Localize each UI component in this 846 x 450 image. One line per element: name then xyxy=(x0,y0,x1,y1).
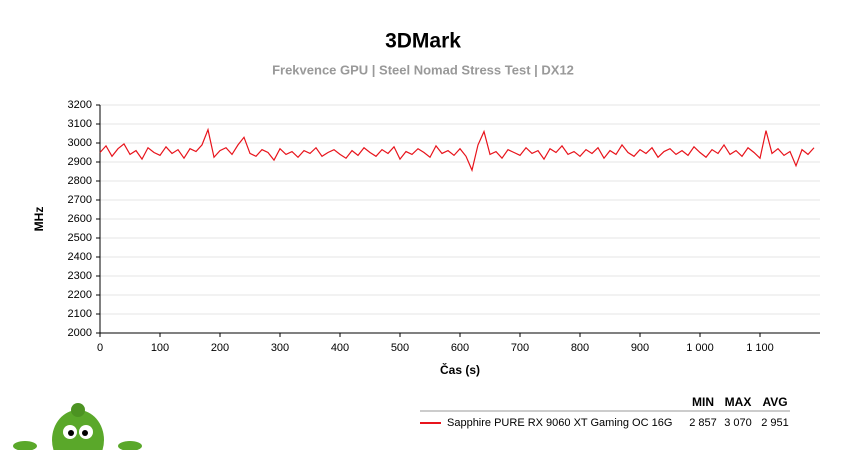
stats-header: MIN xyxy=(692,395,714,409)
y-tick-label: 3100 xyxy=(68,118,92,130)
x-tick-label: 700 xyxy=(511,342,529,354)
x-tick-label: 500 xyxy=(391,342,409,354)
y-tick-label: 2500 xyxy=(68,232,92,244)
x-tick-label: 600 xyxy=(451,342,469,354)
x-tick-label: 400 xyxy=(331,342,349,354)
x-tick-label: 100 xyxy=(151,342,169,354)
y-tick-label: 2100 xyxy=(68,308,92,320)
x-tick-label: 200 xyxy=(211,342,229,354)
y-tick-label: 2200 xyxy=(68,289,92,301)
x-tick-label: 1 000 xyxy=(686,342,714,354)
x-tick-label: 0 xyxy=(97,342,103,354)
mascot xyxy=(13,403,142,450)
y-tick-label: 3200 xyxy=(68,99,92,111)
legend-label: Sapphire PURE RX 9060 XT Gaming OC 16G xyxy=(447,417,672,429)
x-tick-label: 300 xyxy=(271,342,289,354)
y-tick-label: 2600 xyxy=(68,213,92,225)
stats-header: MAX xyxy=(725,395,752,409)
x-axis-label: Čas (s) xyxy=(440,362,480,377)
y-tick-label: 2900 xyxy=(68,156,92,168)
y-axis-label: MHz xyxy=(32,207,46,232)
chart-subtitle: Frekvence GPU | Steel Nomad Stress Test … xyxy=(272,62,574,77)
stats-header: AVG xyxy=(762,395,787,409)
x-tick-label: 800 xyxy=(571,342,589,354)
y-tick-label: 2300 xyxy=(68,270,92,282)
y-tick-label: 2400 xyxy=(68,251,92,263)
stats-value: 2 951 xyxy=(761,417,789,429)
series-line xyxy=(99,127,815,173)
y-tick-label: 2800 xyxy=(68,175,92,187)
x-tick-label: 1 100 xyxy=(746,342,774,354)
x-tick-label: 900 xyxy=(631,342,649,354)
stats-value: 2 857 xyxy=(689,417,717,429)
y-tick-label: 2000 xyxy=(68,327,92,339)
chart-title: 3DMark xyxy=(385,30,461,53)
y-tick-label: 2700 xyxy=(68,194,92,206)
stats-value: 3 070 xyxy=(724,417,752,429)
y-tick-label: 3000 xyxy=(68,137,92,149)
